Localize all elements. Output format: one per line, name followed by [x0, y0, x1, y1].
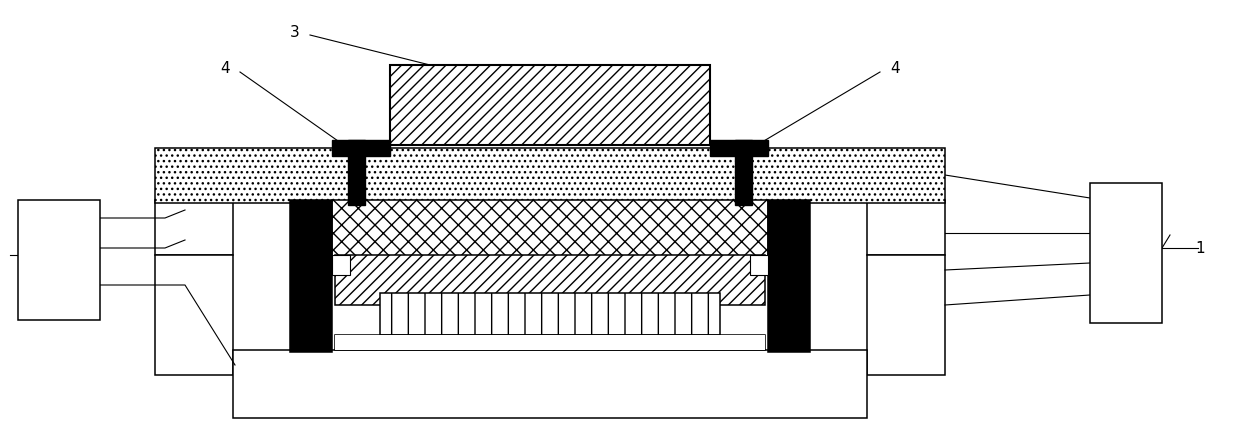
Text: 11: 11	[1116, 191, 1136, 205]
Text: 22: 22	[58, 241, 78, 256]
Bar	[233, 350, 867, 418]
Bar	[750, 255, 768, 275]
Bar	[335, 335, 765, 350]
Bar	[332, 255, 350, 275]
Text: 21: 21	[58, 210, 78, 225]
Text: 4: 4	[890, 61, 900, 76]
Bar	[332, 200, 768, 268]
Bar	[867, 255, 945, 375]
Polygon shape	[348, 140, 365, 205]
Bar	[867, 200, 945, 255]
Bar	[332, 140, 391, 156]
Text: A: A	[325, 305, 331, 315]
Text: 14: 14	[1116, 256, 1136, 271]
Text: 13: 13	[1116, 225, 1136, 241]
Bar	[391, 65, 711, 145]
Text: 23: 23	[58, 278, 78, 293]
Bar	[711, 140, 768, 156]
Bar	[155, 200, 233, 255]
Text: 3: 3	[290, 25, 300, 40]
Bar	[335, 335, 765, 350]
Bar	[335, 255, 765, 305]
Polygon shape	[735, 140, 751, 205]
Bar	[1090, 183, 1162, 323]
Text: 2: 2	[25, 247, 35, 263]
Bar	[155, 148, 945, 203]
Bar	[155, 255, 233, 375]
Bar	[19, 200, 100, 320]
Bar	[768, 200, 810, 352]
Text: A: A	[794, 305, 800, 315]
Text: 12: 12	[1116, 287, 1136, 303]
Text: 4: 4	[221, 61, 229, 76]
Bar	[290, 200, 332, 352]
Bar	[379, 293, 720, 335]
Text: 1: 1	[1195, 241, 1205, 256]
